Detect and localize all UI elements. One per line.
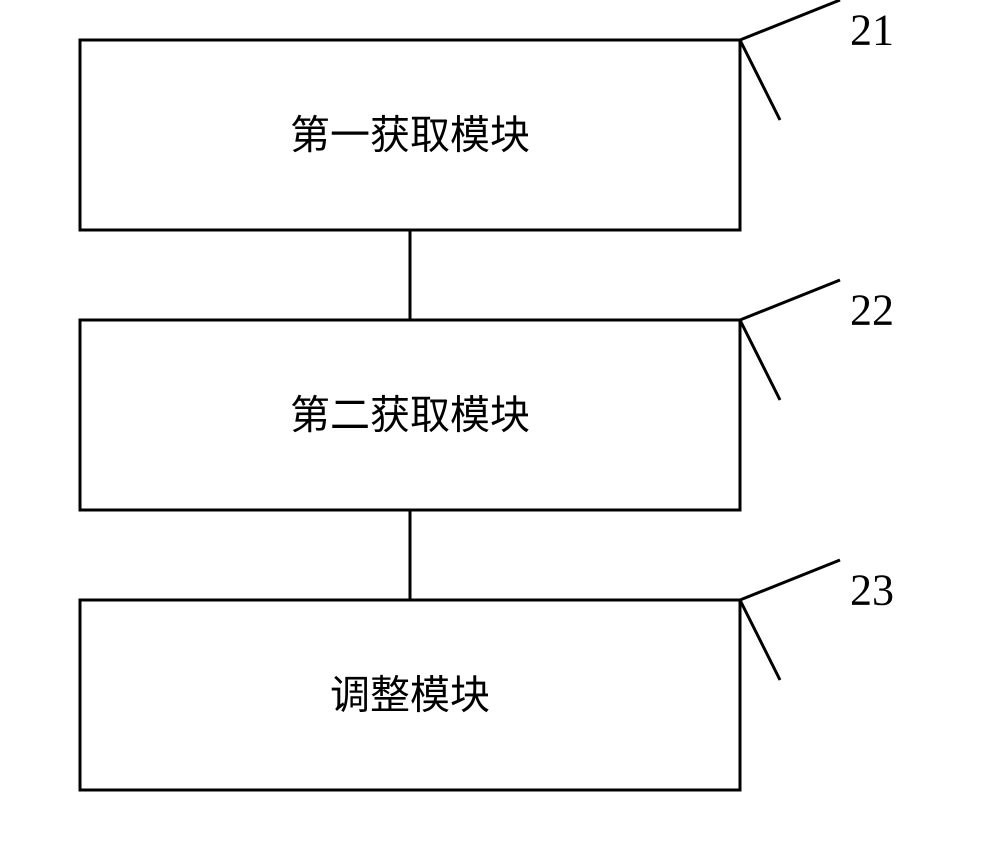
ref-leader <box>740 560 840 680</box>
block-label: 调整模块 <box>330 673 490 718</box>
block-label: 第一获取模块 <box>290 113 530 158</box>
ref-leader <box>740 0 840 120</box>
ref-label: 22 <box>850 286 894 335</box>
block-n2: 第二获取模块 <box>80 320 740 510</box>
ref-label: 23 <box>850 566 894 615</box>
ref-leader <box>740 280 840 400</box>
ref-label: 21 <box>850 6 894 55</box>
block-n3: 调整模块 <box>80 600 740 790</box>
block-label: 第二获取模块 <box>290 393 530 438</box>
block-n1: 第一获取模块 <box>80 40 740 230</box>
